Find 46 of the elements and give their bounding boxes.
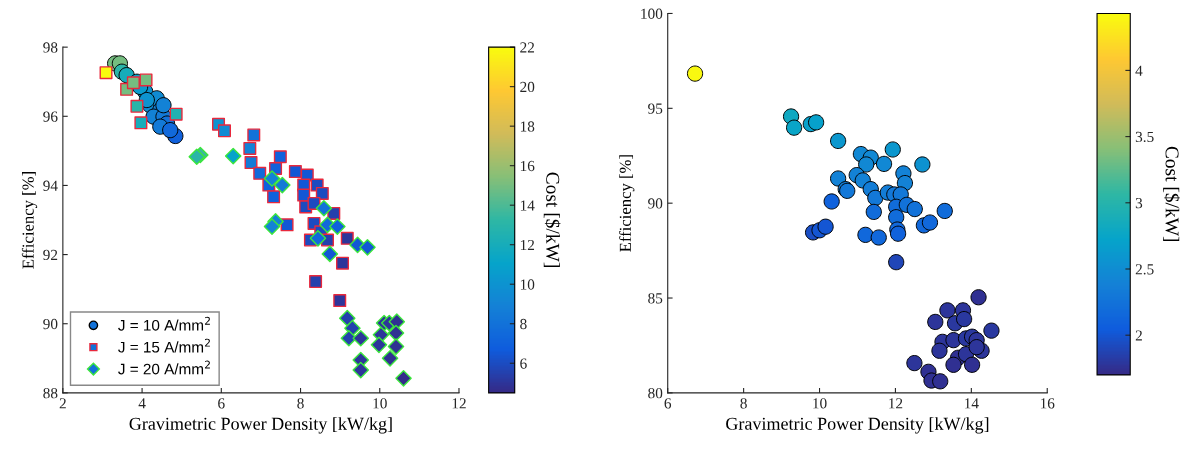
color-bar-label: 8 (520, 318, 527, 330)
y-axis-title: Efficiency [%] (21, 172, 38, 269)
y-tick-label: 95 (648, 103, 663, 114)
legend-label: J = 15 A/mm$^{2}$ (118, 338, 210, 353)
x-tick-label: 10 (373, 398, 387, 409)
x-axis-title: Gravimetric Power Density [kW/kg] (726, 417, 989, 434)
legend-label: J = 10 A/mm$^{2}$ (118, 316, 210, 331)
x-tick-label: 6 (664, 398, 672, 409)
color-bar-label: 20 (520, 81, 535, 93)
y-tick-label: 94 (43, 180, 58, 191)
color-bar-label: 2.5 (1135, 264, 1154, 275)
x-tick-label: 4 (138, 398, 146, 409)
x-tick-label: 14 (965, 398, 979, 409)
color-bar-label: 16 (520, 160, 535, 172)
color-bar-title: Cost [$/kW] (543, 172, 561, 267)
color-bar-label: 2 (1135, 330, 1142, 341)
color-bar-label: 12 (520, 239, 535, 251)
x-tick-label: 8 (740, 398, 747, 409)
x-tick-label: 2 (59, 398, 66, 409)
y-tick-label: 88 (43, 388, 58, 399)
y-tick-label: 100 (641, 8, 663, 19)
x-tick-label: 10 (813, 398, 827, 409)
color-bar-label: 10 (520, 279, 535, 290)
x-tick-label: 6 (218, 398, 225, 409)
y-tick-label: 96 (43, 111, 58, 122)
color-bar-label: 6 (520, 358, 527, 369)
x-tick-label: 12 (889, 398, 903, 409)
y-tick-label: 92 (43, 249, 58, 261)
color-bar-label: 18 (520, 121, 535, 132)
y-tick-label: 90 (648, 198, 663, 209)
color-bar-label: 3 (1135, 197, 1143, 209)
color-bar-title: Cost [$/kW] (1163, 146, 1180, 242)
x-axis-title: Gravimetric Power Density [kW/kg] (129, 417, 392, 434)
y-tick-label: 80 (648, 388, 663, 399)
x-tick-label: 12 (452, 398, 466, 409)
color-bar-label: 14 (520, 200, 535, 211)
y-tick-label: 98 (43, 42, 58, 53)
x-tick-label: 8 (297, 398, 304, 409)
color-bar-label: 22 (520, 42, 535, 53)
color-bar-label: 3.5 (1135, 131, 1154, 143)
x-tick-label: 16 (1040, 398, 1055, 409)
color-bar-label: 4 (1135, 65, 1143, 76)
y-axis-title: Efficiency [%] (619, 155, 635, 252)
y-tick-label: 85 (648, 293, 663, 304)
y-tick-label: 90 (43, 318, 58, 330)
legend-label: J = 20 A/mm$^{2}$ (118, 360, 210, 375)
